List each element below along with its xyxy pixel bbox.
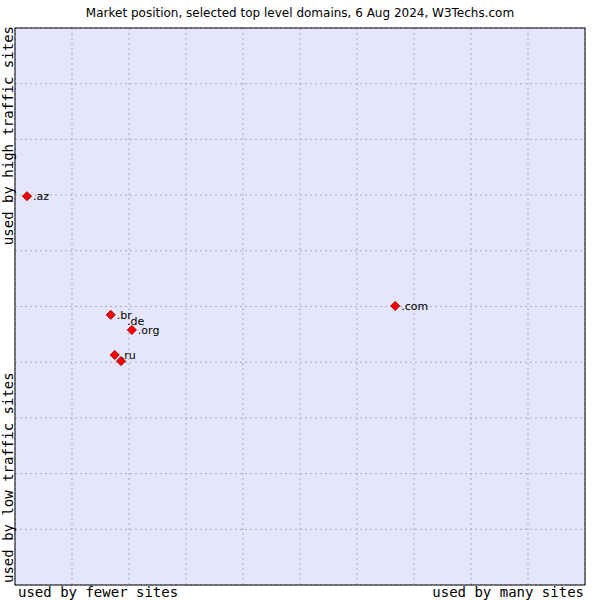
background xyxy=(0,0,600,600)
chart: Market position, selected top level doma… xyxy=(0,0,600,600)
point-label: .com xyxy=(401,300,428,313)
grid-line-y xyxy=(15,362,585,363)
y-axis-label: used by high traffic sites xyxy=(0,26,16,245)
grid-line-x xyxy=(129,28,130,585)
title: Market position, selected top level doma… xyxy=(86,6,514,20)
grid-line-y xyxy=(15,250,585,251)
x-axis-label: used by fewer sites xyxy=(18,584,178,600)
grid-line-y xyxy=(15,195,585,196)
points xyxy=(22,192,399,366)
point-labels: .az.br.org.ru.de.com xyxy=(33,190,428,362)
grid-line-y xyxy=(15,473,585,474)
grid-line-y xyxy=(15,306,585,307)
x-axis-label: used by many sites xyxy=(432,584,584,600)
y-axis-label: used by low traffic sites xyxy=(0,372,16,583)
point xyxy=(110,350,119,359)
grid-line-x xyxy=(528,28,529,585)
grid-line-y xyxy=(15,529,585,530)
point xyxy=(106,310,115,319)
point-label: .de xyxy=(127,315,144,328)
plot-area xyxy=(15,28,585,585)
plot-frame xyxy=(15,28,585,585)
point xyxy=(22,192,31,201)
point xyxy=(391,301,400,310)
point-label: .az xyxy=(33,190,49,203)
grid-line-y xyxy=(15,83,585,84)
grid-line-y xyxy=(15,139,585,140)
point-label: .ru xyxy=(121,349,136,362)
grid-line-y xyxy=(15,417,585,418)
grid-line-x xyxy=(243,28,244,585)
